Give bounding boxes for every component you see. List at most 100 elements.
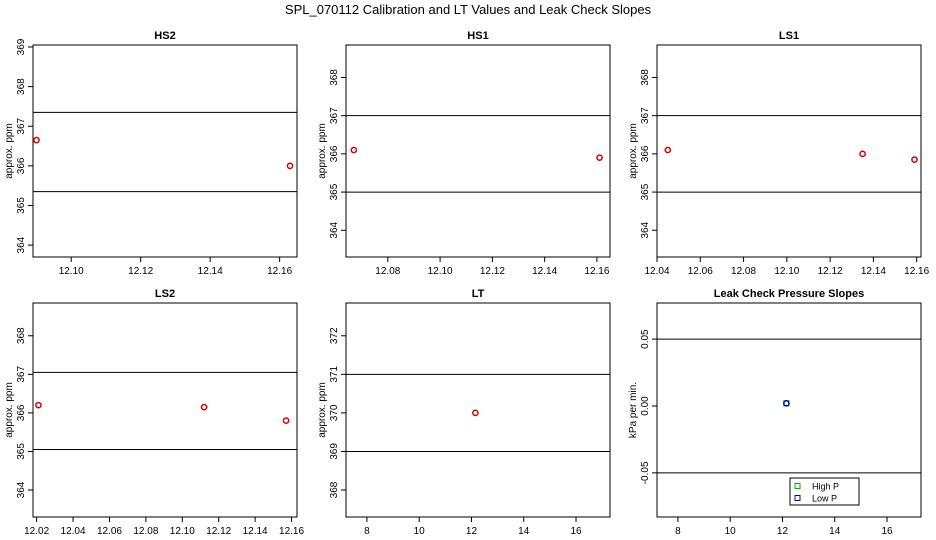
x-tick-label: 12.06 <box>688 266 713 277</box>
y-tick-label: 364 <box>16 481 27 498</box>
x-tick-label: 12.16 <box>904 266 929 277</box>
x-tick-label: 14 <box>829 526 841 537</box>
plot-frame-ls2 <box>32 302 298 518</box>
panel-title-hs2: HS2 <box>154 30 175 42</box>
x-tick-label: 12.14 <box>198 266 223 277</box>
legend-swatch <box>794 483 801 489</box>
legend-swatch <box>794 495 801 501</box>
x-tick-label: 12.10 <box>774 266 799 277</box>
y-tick-label: 368 <box>640 69 651 86</box>
x-tick-label: 12.12 <box>818 266 843 277</box>
panel-hs2: HS2 12.10 12.12 12.14 12.16 364 365 366 367 368 36… <box>4 30 298 277</box>
y-tick-label: 365 <box>640 183 651 200</box>
y-tick-label: 368 <box>329 69 340 86</box>
y-tick-label: 367 <box>640 107 651 124</box>
data-point <box>472 409 479 417</box>
y-tick-label: 366 <box>16 404 27 421</box>
x-tick-label: 8 <box>675 526 681 537</box>
y-tick-label: 368 <box>16 78 27 95</box>
data-point <box>911 156 918 163</box>
y-tick-label: 366 <box>16 157 27 174</box>
x-tick-label: 12.08 <box>133 526 158 537</box>
y-tick-label: 371 <box>329 366 340 383</box>
figure-title: SPL_070112 Calibration and LT Values and… <box>285 2 652 17</box>
x-tick-label: 16 <box>570 526 582 537</box>
x-tick-label: 12.02 <box>24 526 49 537</box>
panel-title-hs1: HS1 <box>467 30 488 42</box>
panel-title-ls2: LS2 <box>155 288 175 300</box>
y-tick-label: 0.00 <box>640 396 651 416</box>
x-tick-label: 12.10 <box>170 526 195 537</box>
y-axis-label: approx. ppm <box>4 123 15 179</box>
panel-title-leak: Leak Check Pressure Slopes <box>714 288 864 300</box>
y-tick-label: 364 <box>640 221 651 238</box>
x-tick-label: 12.14 <box>861 266 886 277</box>
x-tick-label: 12.08 <box>731 266 756 277</box>
x-tick-label: 10 <box>414 526 426 537</box>
y-tick-label: 368 <box>16 327 27 344</box>
plot-frame-ls1 <box>656 44 922 258</box>
x-tick-label: 12.10 <box>59 266 84 277</box>
x-tick-label: 10 <box>725 526 737 537</box>
data-point <box>596 154 603 162</box>
panel-title-lt: LT <box>472 288 485 300</box>
plot-frame-hs2 <box>32 44 298 258</box>
y-tick-label: -0.05 <box>640 461 651 484</box>
y-tick-label: 364 <box>16 236 27 253</box>
y-axis-label: approx. ppm <box>628 123 639 179</box>
data-point <box>33 136 40 144</box>
plot-frame-hs1 <box>345 44 611 258</box>
x-tick-label: 12 <box>777 526 789 537</box>
y-tick-label: 365 <box>16 197 27 214</box>
y-tick-label: 372 <box>329 327 340 344</box>
data-point <box>859 150 866 158</box>
x-tick-label: 12.04 <box>61 526 86 537</box>
y-axis-label: approx. ppm <box>4 382 15 438</box>
data-point <box>664 146 672 154</box>
x-tick-label: 12.10 <box>428 266 453 277</box>
x-tick-label: 12.06 <box>97 526 122 537</box>
y-tick-label: 367 <box>16 366 27 383</box>
y-tick-label: 0.05 <box>640 329 651 349</box>
data-point <box>200 403 208 411</box>
y-axis-label: approx. ppm <box>317 123 328 179</box>
y-tick-label: 368 <box>329 481 340 498</box>
panels: HS2 12.10 12.12 12.14 12.16 364 365 366 367 368 36… <box>4 30 930 537</box>
data-point <box>783 399 790 407</box>
y-tick-label: 364 <box>329 221 340 238</box>
x-tick-label: 12.04 <box>644 266 669 277</box>
y-tick-label: 366 <box>329 145 340 162</box>
panel-leak: Leak Check Pressure Slopes 8 10 12 14 16 -0.05… <box>628 288 922 537</box>
x-tick-label: 12.12 <box>480 266 505 277</box>
data-point <box>282 417 290 424</box>
x-tick-label: 16 <box>881 526 893 537</box>
y-tick-label: 367 <box>16 117 27 134</box>
x-tick-label: 12.08 <box>375 266 400 277</box>
x-tick-label: 12.16 <box>267 266 292 277</box>
x-tick-label: 12.12 <box>206 526 231 537</box>
legend-box <box>789 477 860 506</box>
y-tick-label: 367 <box>329 107 340 124</box>
x-tick-label: 12.16 <box>279 526 304 537</box>
x-tick-label: 12.12 <box>128 266 153 277</box>
data-point <box>35 401 42 409</box>
y-tick-label: 365 <box>16 443 27 460</box>
y-tick-label: 365 <box>329 183 340 200</box>
x-tick-label: 8 <box>364 526 370 537</box>
y-tick-label: 366 <box>640 145 651 162</box>
y-axis-label: kPa per min. <box>628 382 639 438</box>
panel-hs1: HS1 12.08 12.10 12.12 12.14 12.16 364 365 366 367… <box>317 30 611 277</box>
x-tick-label: 12 <box>466 526 478 537</box>
panel-title-ls1: LS1 <box>779 30 799 42</box>
data-point <box>350 146 358 154</box>
y-tick-label: 369 <box>329 443 340 460</box>
x-tick-label: 12.14 <box>243 526 268 537</box>
legend-label: High P <box>812 482 839 492</box>
legend-label: Low P <box>812 494 837 504</box>
panel-ls1: LS1 12.04 12.06 12.08 12.10 12.12 12.14 12.16 36… <box>628 30 930 277</box>
x-tick-label: 12.14 <box>532 266 557 277</box>
plot-frame-lt <box>345 302 611 518</box>
y-axis-label: approx. ppm <box>317 382 328 438</box>
y-tick-label: 369 <box>16 38 27 55</box>
